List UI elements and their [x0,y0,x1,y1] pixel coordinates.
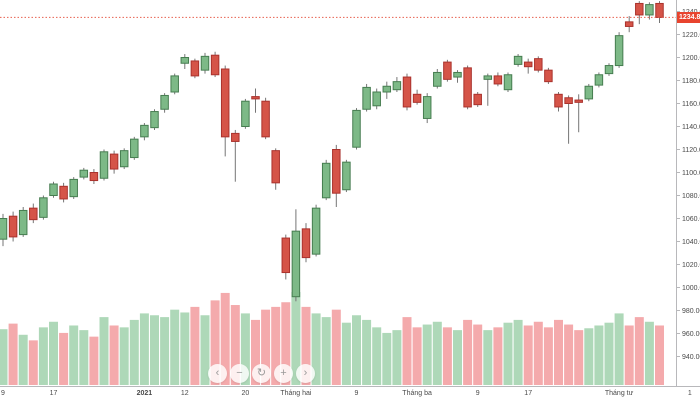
svg-text:Tháng ba: Tháng ba [402,390,432,397]
svg-text:1040.00: 1040.00 [682,239,700,246]
zoom-out-button[interactable]: − [230,364,249,383]
svg-text:9: 9 [476,390,480,397]
svg-text:17: 17 [524,390,532,397]
svg-text:1080.00: 1080.00 [682,193,700,200]
svg-text:1160.00: 1160.00 [682,101,700,108]
zoom-in-button[interactable]: + [274,364,293,383]
svg-text:2021: 2021 [137,390,153,397]
svg-text:960.00: 960.00 [682,331,700,338]
reset-view-button[interactable]: ↻ [252,364,271,383]
svg-text:1140.00: 1140.00 [682,124,700,131]
pan-left-button[interactable]: ‹ [208,364,227,383]
svg-text:1100.00: 1100.00 [682,170,700,177]
svg-text:1220.00: 1220.00 [682,32,700,39]
svg-text:940.00: 940.00 [682,354,700,361]
svg-text:9: 9 [1,390,5,397]
svg-text:9: 9 [355,390,359,397]
svg-text:1060.00: 1060.00 [682,216,700,223]
svg-text:1200.00: 1200.00 [682,55,700,62]
svg-text:1020.00: 1020.00 [682,262,700,269]
svg-text:1: 1 [688,390,692,397]
svg-text:980.00: 980.00 [682,308,700,315]
svg-text:Tháng tư: Tháng tư [605,390,634,397]
svg-text:1180.00: 1180.00 [682,78,700,85]
svg-text:Tháng hai: Tháng hai [280,390,312,397]
chart-nav-controls: ‹ − ↻ + › [208,364,315,383]
pan-right-button[interactable]: › [296,364,315,383]
svg-text:20: 20 [242,390,250,397]
last-price-label: 1234.85 [677,11,700,23]
svg-text:12: 12 [181,390,189,397]
svg-text:1120.00: 1120.00 [682,147,700,154]
svg-text:17: 17 [50,390,58,397]
svg-text:1000.00: 1000.00 [682,285,700,292]
